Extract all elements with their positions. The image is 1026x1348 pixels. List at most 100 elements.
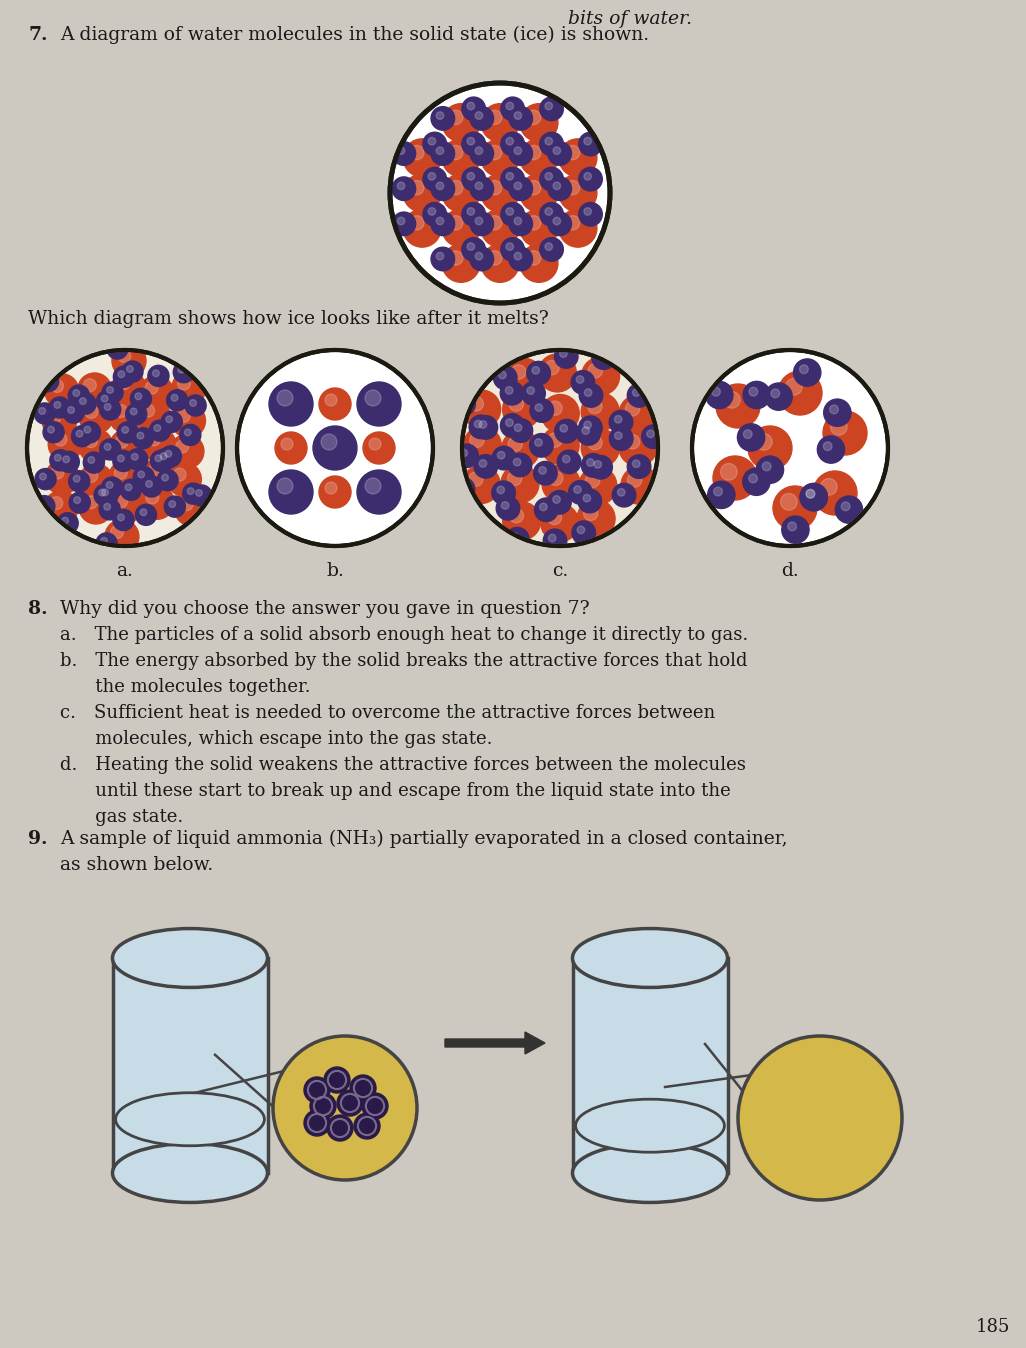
Circle shape [497, 487, 505, 493]
Circle shape [501, 202, 524, 226]
Circle shape [83, 452, 105, 473]
Circle shape [177, 377, 191, 390]
Circle shape [743, 468, 770, 495]
Circle shape [502, 430, 540, 468]
Circle shape [39, 407, 45, 414]
Circle shape [577, 500, 615, 538]
Circle shape [431, 142, 455, 166]
Circle shape [535, 438, 543, 446]
Circle shape [54, 402, 61, 408]
Circle shape [102, 489, 109, 496]
Circle shape [543, 530, 566, 553]
Circle shape [54, 433, 67, 446]
Circle shape [337, 1091, 363, 1116]
Circle shape [470, 212, 494, 236]
Ellipse shape [116, 1093, 265, 1146]
Circle shape [588, 399, 602, 414]
Circle shape [589, 456, 613, 479]
Circle shape [579, 132, 602, 156]
Circle shape [609, 410, 633, 434]
Circle shape [187, 488, 194, 495]
Circle shape [423, 132, 446, 156]
Circle shape [319, 476, 351, 508]
Circle shape [506, 419, 513, 426]
Circle shape [137, 472, 145, 479]
Circle shape [105, 520, 139, 554]
Circle shape [462, 202, 485, 226]
Circle shape [69, 386, 89, 406]
Circle shape [100, 439, 121, 460]
Circle shape [501, 237, 524, 262]
Circle shape [170, 434, 204, 468]
Circle shape [818, 435, 844, 464]
Circle shape [627, 384, 650, 407]
Circle shape [522, 381, 545, 406]
Circle shape [632, 388, 640, 396]
Circle shape [85, 469, 97, 483]
Circle shape [50, 380, 64, 392]
Circle shape [501, 381, 524, 404]
Circle shape [146, 480, 153, 488]
Circle shape [135, 504, 157, 526]
Circle shape [363, 431, 395, 464]
Circle shape [514, 182, 521, 190]
Circle shape [520, 104, 558, 142]
Circle shape [148, 433, 160, 446]
Circle shape [502, 501, 509, 510]
Ellipse shape [573, 1143, 727, 1202]
Circle shape [526, 361, 550, 386]
Circle shape [615, 431, 622, 439]
Circle shape [141, 476, 162, 497]
Circle shape [120, 480, 142, 500]
Circle shape [100, 499, 120, 520]
Circle shape [503, 391, 541, 429]
Circle shape [34, 496, 54, 516]
Circle shape [542, 395, 580, 433]
Circle shape [115, 495, 128, 508]
Circle shape [79, 489, 113, 524]
Circle shape [38, 371, 58, 392]
Circle shape [469, 472, 483, 487]
Circle shape [116, 435, 128, 448]
Circle shape [101, 538, 108, 545]
Circle shape [548, 142, 571, 166]
Circle shape [403, 174, 441, 212]
Circle shape [835, 496, 863, 523]
Ellipse shape [573, 929, 727, 988]
Text: Which diagram shows how ice looks like after it melts?: Which diagram shows how ice looks like a… [28, 310, 549, 328]
Circle shape [539, 466, 546, 474]
Circle shape [96, 391, 118, 411]
Circle shape [467, 208, 475, 216]
Circle shape [514, 217, 521, 225]
Circle shape [492, 446, 516, 470]
Circle shape [462, 167, 485, 191]
Circle shape [520, 209, 558, 247]
Circle shape [592, 346, 616, 369]
Circle shape [628, 473, 642, 487]
Circle shape [577, 376, 584, 383]
Circle shape [588, 364, 602, 377]
Circle shape [467, 137, 475, 146]
Circle shape [508, 437, 522, 452]
Circle shape [83, 379, 96, 392]
Circle shape [69, 470, 89, 492]
Circle shape [625, 434, 640, 449]
Circle shape [102, 395, 108, 402]
Circle shape [94, 484, 115, 506]
Circle shape [49, 396, 71, 418]
Circle shape [76, 430, 83, 437]
Circle shape [369, 438, 381, 450]
Circle shape [506, 208, 514, 216]
Circle shape [494, 367, 517, 390]
Circle shape [594, 461, 601, 468]
Circle shape [448, 251, 463, 266]
Ellipse shape [576, 1099, 724, 1153]
Circle shape [481, 209, 519, 247]
Circle shape [34, 403, 55, 425]
Circle shape [487, 216, 502, 231]
Circle shape [79, 399, 113, 434]
Circle shape [79, 422, 101, 442]
Circle shape [63, 456, 70, 462]
Circle shape [527, 387, 535, 395]
Circle shape [127, 449, 148, 470]
